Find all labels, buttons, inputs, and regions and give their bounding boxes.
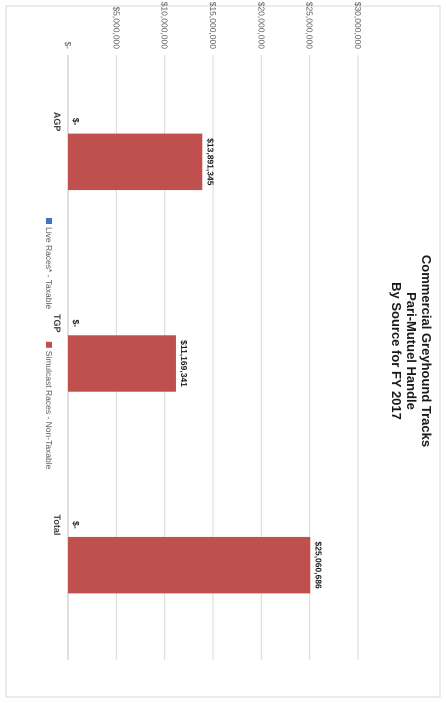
data-label-agp-series-2: $13,891,345 [205, 138, 215, 186]
y-tick-label: $30,000,000 [353, 2, 363, 50]
data-label-total-series-2: $25,060,686 [313, 542, 323, 590]
legend-entry-1: Live Races* - Taxable [44, 227, 54, 309]
legend-swatch-1 [46, 218, 52, 224]
chart-title-line-1: Commercial Greyhound Tracks [419, 255, 434, 447]
y-tick-label: $20,000,000 [256, 2, 266, 50]
y-tick-label: $10,000,000 [160, 2, 170, 50]
bar-agp-series-2 [68, 133, 203, 191]
y-axis-tick-labels: $- $5,000,000 $10,000,000 $15,000,000 $20,00… [63, 2, 363, 50]
legend-entry-2: Simulcast Races - Non-Taxable [44, 351, 54, 470]
y-tick-label: $25,000,000 [305, 2, 315, 50]
bars [68, 133, 311, 594]
category-label-tgp: TGP [52, 314, 62, 333]
bar-total-series-2 [68, 536, 311, 594]
y-tick-label: $15,000,000 [208, 2, 218, 50]
legend: Live Races* - Taxable Simulcast Races - N… [44, 218, 54, 470]
category-label-agp: AGP [52, 112, 62, 132]
data-labels: $- $13,891,345 $- $11,169,341 $- $25,060,686 [71, 118, 323, 589]
chart-title-line-2: Pari-Mutuel Handle [404, 292, 419, 410]
data-label-total-series-1: $- [71, 521, 81, 529]
bar-tgp-series-2 [68, 335, 176, 392]
legend-swatch-2 [46, 341, 52, 348]
data-label-tgp-series-2: $11,169,341 [179, 340, 189, 387]
y-tick-label: $5,000,000 [111, 6, 121, 49]
data-label-agp-series-1: $- [71, 118, 81, 126]
category-label-total: Total [52, 515, 62, 536]
data-label-tgp-series-1: $- [71, 319, 81, 327]
y-tick-label: $- [63, 41, 73, 49]
chart-title-line-3: By Source for FY 2017 [389, 282, 404, 420]
x-axis-category-labels: AGP TGP Total [52, 112, 62, 536]
